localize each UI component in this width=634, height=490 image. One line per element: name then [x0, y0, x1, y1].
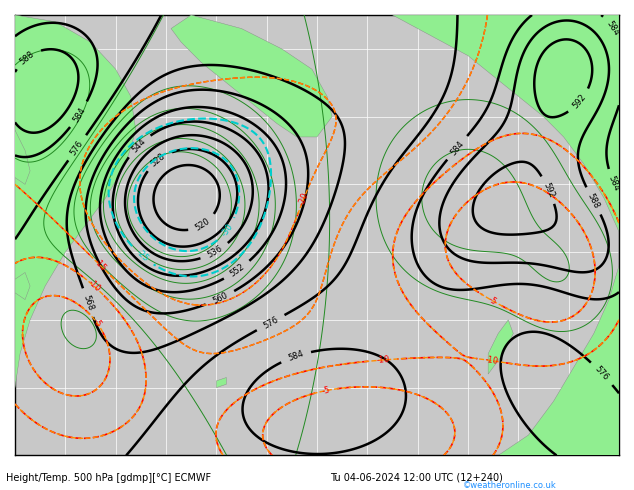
Text: 584: 584 — [605, 19, 621, 37]
Text: -25: -25 — [134, 248, 150, 264]
Text: 560: 560 — [211, 291, 230, 306]
Polygon shape — [15, 272, 30, 299]
Text: 520: 520 — [194, 217, 212, 233]
Text: 592: 592 — [541, 181, 556, 199]
Text: 552: 552 — [228, 262, 246, 279]
Polygon shape — [171, 15, 332, 137]
Text: 576: 576 — [69, 139, 86, 157]
Polygon shape — [10, 130, 30, 184]
Text: 588: 588 — [586, 192, 601, 210]
Text: -10: -10 — [86, 278, 102, 294]
Text: 584: 584 — [607, 174, 621, 192]
Text: 588: 588 — [18, 49, 36, 66]
Text: 528: 528 — [150, 151, 167, 169]
Text: -5: -5 — [91, 317, 103, 329]
Text: Height/Temp. 500 hPa [gdmp][°C] ECMWF: Height/Temp. 500 hPa [gdmp][°C] ECMWF — [6, 473, 212, 483]
Text: 576: 576 — [593, 365, 611, 383]
Text: 544: 544 — [130, 137, 147, 154]
Text: 584: 584 — [449, 139, 465, 157]
Text: 592: 592 — [571, 92, 588, 110]
Polygon shape — [15, 15, 136, 388]
Text: 584: 584 — [287, 349, 305, 363]
Text: Tu 04-06-2024 12:00 UTC (12+240): Tu 04-06-2024 12:00 UTC (12+240) — [330, 473, 503, 483]
Text: -15: -15 — [92, 257, 108, 273]
Text: 536: 536 — [206, 244, 224, 260]
Text: 568: 568 — [81, 294, 94, 312]
Text: ©weatheronline.co.uk: ©weatheronline.co.uk — [463, 481, 557, 490]
Text: -30: -30 — [219, 222, 235, 238]
Text: -10: -10 — [375, 355, 390, 365]
Text: -20: -20 — [297, 191, 311, 207]
Polygon shape — [392, 15, 619, 455]
Text: -5: -5 — [486, 294, 498, 306]
Text: 576: 576 — [261, 315, 280, 330]
Polygon shape — [488, 320, 514, 374]
Text: -5: -5 — [321, 385, 331, 396]
Polygon shape — [216, 377, 226, 388]
Text: 584: 584 — [71, 105, 87, 123]
Text: -10: -10 — [484, 355, 499, 366]
